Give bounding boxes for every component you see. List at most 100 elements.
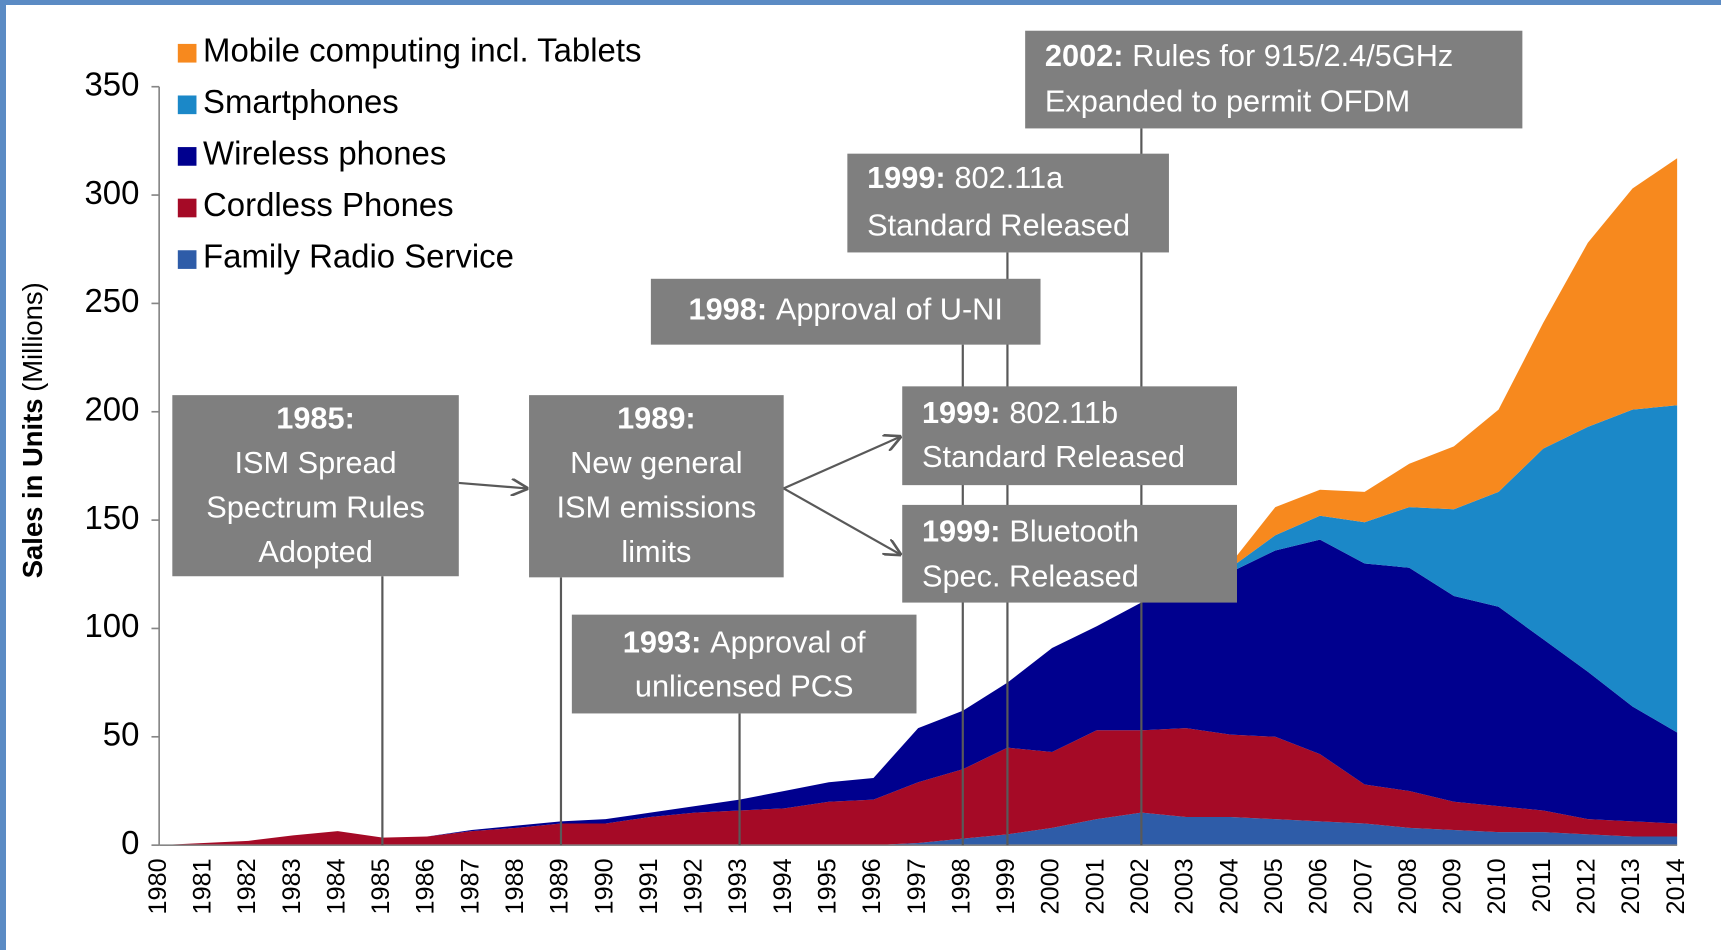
y-tick-label: 250 xyxy=(84,282,139,319)
y-tick-label: 200 xyxy=(84,390,139,427)
area xyxy=(159,812,1678,846)
legend-swatch xyxy=(177,198,197,218)
annotation-text: unlicensed PCS xyxy=(635,668,854,703)
y-tick-label: 350 xyxy=(84,65,139,102)
annotation-year: 1985: xyxy=(276,401,355,436)
annotation-layer: 1985: ISM Spread Spectrum Rules Adopted 1989… xyxy=(172,30,1523,846)
area xyxy=(159,728,1678,846)
area xyxy=(159,158,1678,846)
legend-label: Mobile computing incl. Tablets xyxy=(203,31,641,68)
annotation-text: New general xyxy=(570,445,742,480)
x-tick-label: 1987 xyxy=(456,858,484,914)
x-tick-label: 2002 xyxy=(1126,858,1154,914)
x-tick-label: 1985 xyxy=(367,858,395,914)
annotation-text: Spec. Released xyxy=(922,559,1139,594)
x-tick-label: 1982 xyxy=(233,858,261,914)
annotation-box xyxy=(571,614,917,714)
legend-label: Smartphones xyxy=(203,83,399,120)
x-tick-label: 1986 xyxy=(412,858,440,914)
x-tick-label: 1997 xyxy=(903,858,931,914)
annotation-text: 1993: Approval of xyxy=(623,624,866,659)
legend-swatch xyxy=(177,95,197,115)
y-tick-label: 50 xyxy=(103,716,140,753)
x-tick-label: 2006 xyxy=(1305,858,1333,914)
x-tick-label: 1989 xyxy=(546,858,574,914)
annotation-text: 1999: Bluetooth xyxy=(922,514,1139,549)
x-tick-label: 1988 xyxy=(501,858,529,914)
annotation-box xyxy=(529,395,784,578)
annotation-text: Spectrum Rules xyxy=(206,489,425,524)
x-tick-label: 1996 xyxy=(858,858,886,914)
x-tick-label: 1983 xyxy=(278,858,306,914)
annotation-year: 2002: xyxy=(1045,38,1124,73)
arrow xyxy=(783,437,900,490)
annotation-text: Standard Released xyxy=(922,439,1185,474)
y-axis-label-unit: (Millions) xyxy=(17,282,48,392)
x-tick-label: 1984 xyxy=(322,858,350,914)
arrow xyxy=(458,483,527,488)
x-tick-label: 2005 xyxy=(1260,858,1288,914)
x-tick-label: 1995 xyxy=(814,858,842,914)
area xyxy=(159,539,1678,846)
x-tick-label: 1999 xyxy=(992,858,1020,914)
annotation-year: 1999: xyxy=(922,395,1001,430)
annotation-text: Expanded to permit OFDM xyxy=(1045,83,1410,118)
x-tick-label: 2003 xyxy=(1171,858,1199,914)
y-tick-label: 150 xyxy=(84,499,139,536)
annotation-line: Approval of U-NI xyxy=(776,292,1003,327)
arrow xyxy=(783,487,900,554)
annotation-line: 802.11a xyxy=(954,160,1064,195)
annotation-line: Bluetooth xyxy=(1009,514,1139,549)
annotation-line: 802.11b xyxy=(1009,395,1118,430)
x-tick-label: 2004 xyxy=(1215,858,1243,914)
y-axis-label: Sales in Units (Millions) xyxy=(17,282,48,578)
annotation-text: ISM Spread xyxy=(234,445,396,480)
annotation-text: 1999: 802.11a xyxy=(867,160,1064,195)
annotation-box xyxy=(1025,30,1523,129)
x-tick-label: 1998 xyxy=(947,858,975,914)
annotation-box xyxy=(172,395,459,577)
y-tick-label: 300 xyxy=(84,174,139,211)
annotation-box xyxy=(902,386,1237,486)
annotation-text: ISM emissions xyxy=(557,489,757,524)
x-tick-label: 2007 xyxy=(1349,858,1377,914)
annotation-text: Standard Released xyxy=(867,207,1130,242)
x-tick-label: 1994 xyxy=(769,858,797,914)
x-tick-label: 2012 xyxy=(1573,858,1601,914)
annotation-line: Approval of xyxy=(710,624,866,659)
y-tick-label: 100 xyxy=(84,607,139,644)
annotation-text: 1998: Approval of U-NI xyxy=(688,292,1002,327)
x-tick-label: 2009 xyxy=(1439,858,1467,914)
legend-swatch xyxy=(177,147,197,166)
x-tick-label: 1980 xyxy=(144,858,172,914)
x-tick-label: 2013 xyxy=(1617,858,1645,914)
annotation-box xyxy=(847,153,1169,253)
legend-label: Family Radio Service xyxy=(203,238,514,275)
x-tick-label: 2011 xyxy=(1528,858,1556,912)
annotation-box xyxy=(650,278,1041,345)
annotation-text: 2002: Rules for 915/2.4/5GHz xyxy=(1045,38,1453,73)
x-tick-label: 2008 xyxy=(1394,858,1422,914)
annotation-box xyxy=(902,504,1237,603)
legend-label: Wireless phones xyxy=(203,135,446,172)
x-tick-label: 1981 xyxy=(188,858,216,914)
annotation-year: 1989: xyxy=(617,401,696,436)
annotation-year: 1999: xyxy=(867,160,946,195)
x-tick-label: 2010 xyxy=(1483,858,1511,914)
x-tick-label: 1993 xyxy=(724,858,752,914)
x-tick-label: 1991 xyxy=(635,858,663,914)
annotation-text: limits xyxy=(621,534,691,569)
legend-swatch xyxy=(177,43,197,63)
x-tick-label: 1990 xyxy=(590,858,618,914)
x-tick-label: 2014 xyxy=(1662,858,1690,914)
annotation-text: Adopted xyxy=(258,534,372,569)
plot-root: 0 50 100 150 200 250 300 350 1980 1981 1982 1983 198… xyxy=(17,30,1690,914)
legend-label: Cordless Phones xyxy=(203,186,454,223)
annotation-year: 1993: xyxy=(623,624,702,659)
x-tick-label: 2000 xyxy=(1037,858,1065,914)
y-axis-label-bold: Sales in Units xyxy=(17,398,48,578)
x-tick-label: 1992 xyxy=(680,858,708,914)
annotation-text: 1999: 802.11b xyxy=(922,395,1118,430)
